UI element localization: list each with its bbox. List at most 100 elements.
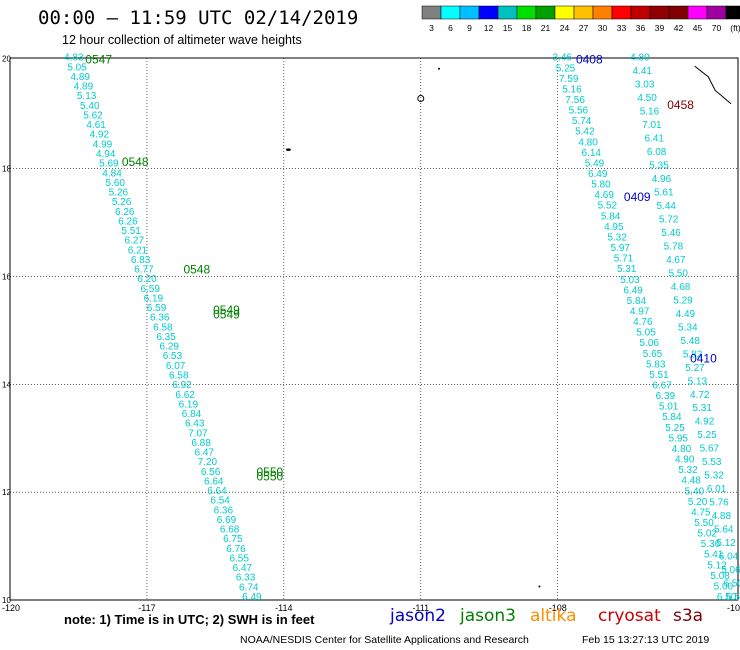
wave-value-right-a: 3.46: [553, 53, 573, 64]
wave-value-left: 6.58: [169, 371, 189, 382]
colorbar-label: 36: [636, 23, 646, 33]
wave-value-right-a: 4.80: [578, 137, 598, 148]
colorbar-label: 45: [693, 23, 703, 33]
wave-value-right-b: 4.41: [633, 66, 653, 77]
wave-value-right-b: 4.88: [712, 511, 732, 522]
wave-value-right-b: 6.41: [645, 134, 665, 145]
wave-value-right-a: 5.06: [640, 338, 660, 349]
colorbar-label: 18: [522, 23, 532, 33]
wave-value-right-b: 5.72: [659, 214, 679, 225]
colorbar-label: 12: [484, 23, 494, 33]
wave-value-right-a: 5.95: [669, 433, 689, 444]
wave-value-right-a: 4.75: [691, 507, 711, 518]
wave-value-left: 5.05: [67, 62, 87, 73]
wave-value-right-b: 6.08: [647, 147, 667, 158]
wave-value-left: 7.20: [198, 457, 218, 468]
y-tick-label: 10: [2, 596, 11, 605]
wave-value-right-b: 5.48: [680, 336, 700, 347]
satellite-cryosat: cryosat: [598, 606, 661, 626]
satellite-jason3: jason3: [460, 606, 516, 626]
wave-value-right-a: 5.32: [607, 232, 627, 243]
colorbar-label: 6: [448, 23, 453, 33]
time-label-jason2: 0410: [690, 352, 717, 366]
wave-value-right-a: 5.12: [707, 560, 727, 571]
wave-value-right-a: 5.49: [585, 158, 605, 169]
wave-value-left: 6.54: [210, 496, 230, 507]
wave-value-right-a: 5.32: [678, 465, 698, 476]
wave-value-left: 5.51: [121, 226, 141, 237]
wave-value-left: 6.64: [207, 486, 227, 497]
colorbar-swatch: [687, 5, 708, 20]
wave-value-right-a: 5.84: [627, 296, 647, 307]
colorbar-label: (ft): [730, 23, 740, 33]
wave-value-right-b: 5.27: [685, 363, 705, 374]
wave-value-right-b: 5.12: [716, 538, 736, 549]
wave-value-left: 6.19: [144, 293, 164, 304]
time-label-jason3: 0548: [183, 263, 210, 277]
wave-value-right-a: 5.03: [620, 275, 640, 286]
wave-value-right-b: 6.50: [726, 592, 740, 603]
wave-value-right-a: 5.74: [572, 116, 592, 127]
wave-value-right-a: 4.90: [675, 455, 695, 466]
colorbar-swatch: [573, 5, 594, 20]
time-label-s3a: 0458: [667, 98, 694, 112]
wave-value-left: 6.58: [153, 322, 173, 333]
wave-value-left: 6.75: [223, 534, 243, 545]
wave-value-left: 6.59: [140, 284, 160, 295]
wave-value-left: 6.74: [239, 582, 259, 593]
wave-value-right-a: 5.25: [665, 423, 685, 434]
wave-value-right-a: 4.80: [672, 444, 692, 455]
wave-value-right-b: 6.01: [707, 484, 727, 495]
footer-timestamp: Feb 15 13:27:13 UTC 2019: [582, 634, 710, 646]
wave-value-left: 6.33: [236, 573, 256, 584]
time-label-jason3: 0550: [256, 469, 283, 483]
colorbar-swatch: [706, 5, 727, 20]
wave-value-left: 6.92: [172, 380, 192, 391]
map-title: 00:00 – 11:59 UTC 02/14/2019: [38, 7, 359, 29]
wave-value-right-b: 7.01: [642, 120, 662, 131]
wave-value-left: 5.26: [109, 188, 129, 199]
wave-value-right-a: 5.42: [575, 127, 595, 138]
wave-value-right-a: 5.20: [688, 497, 708, 508]
wave-value-left: 6.36: [214, 505, 234, 516]
wave-value-left: 6.35: [156, 332, 176, 343]
wave-value-left: 5.13: [77, 91, 97, 102]
wave-value-left: 6.26: [115, 207, 135, 218]
wave-value-right-b: 4.67: [666, 255, 686, 266]
wave-value-right-b: 3.03: [635, 80, 655, 91]
wave-value-right-b: 5.44: [656, 201, 676, 212]
wave-value-right-a: 4.95: [604, 222, 624, 233]
wave-value-right-b: 5.78: [664, 241, 684, 252]
wave-value-right-a: 5.83: [646, 359, 666, 370]
wave-value-right-b: 5.35: [649, 161, 669, 172]
wave-value-left: 6.21: [128, 245, 148, 256]
wave-value-right-b: 5.06: [721, 565, 740, 576]
wave-value-left: 6.55: [229, 553, 249, 564]
wave-value-left: 6.64: [204, 476, 224, 487]
wave-value-left: 6.77: [134, 265, 154, 276]
wave-value-left: 5.40: [80, 101, 100, 112]
colorbar-swatch: [440, 5, 461, 20]
x-tick-label: -120: [2, 603, 20, 613]
colorbar-label: 39: [655, 23, 665, 33]
wave-value-right-a: 5.97: [611, 243, 631, 254]
colorbar-label: 42: [674, 23, 684, 33]
map-frame: [9, 57, 739, 601]
satellite-altika: altika: [530, 606, 577, 626]
colorbar-swatch: [459, 5, 480, 20]
y-tick-label: 14: [2, 380, 11, 389]
wave-value-left: 4.61: [86, 120, 106, 131]
wave-value-left: 5.60: [105, 178, 125, 189]
island-clarion: [417, 94, 425, 102]
colorbar-swatch: [535, 5, 556, 20]
wave-value-left: 6.47: [233, 563, 253, 574]
wave-value-right-a: 4.69: [594, 190, 614, 201]
time-label-jason3: 0550: [256, 465, 283, 479]
island-socorro: [285, 148, 291, 151]
x-tick-label: -117: [138, 603, 155, 613]
wave-value-right-b: 5.46: [661, 228, 681, 239]
time-label-jason3: 0547: [85, 52, 112, 66]
wave-value-left: 4.83: [64, 53, 84, 64]
wave-value-right-a: 5.51: [649, 370, 669, 381]
